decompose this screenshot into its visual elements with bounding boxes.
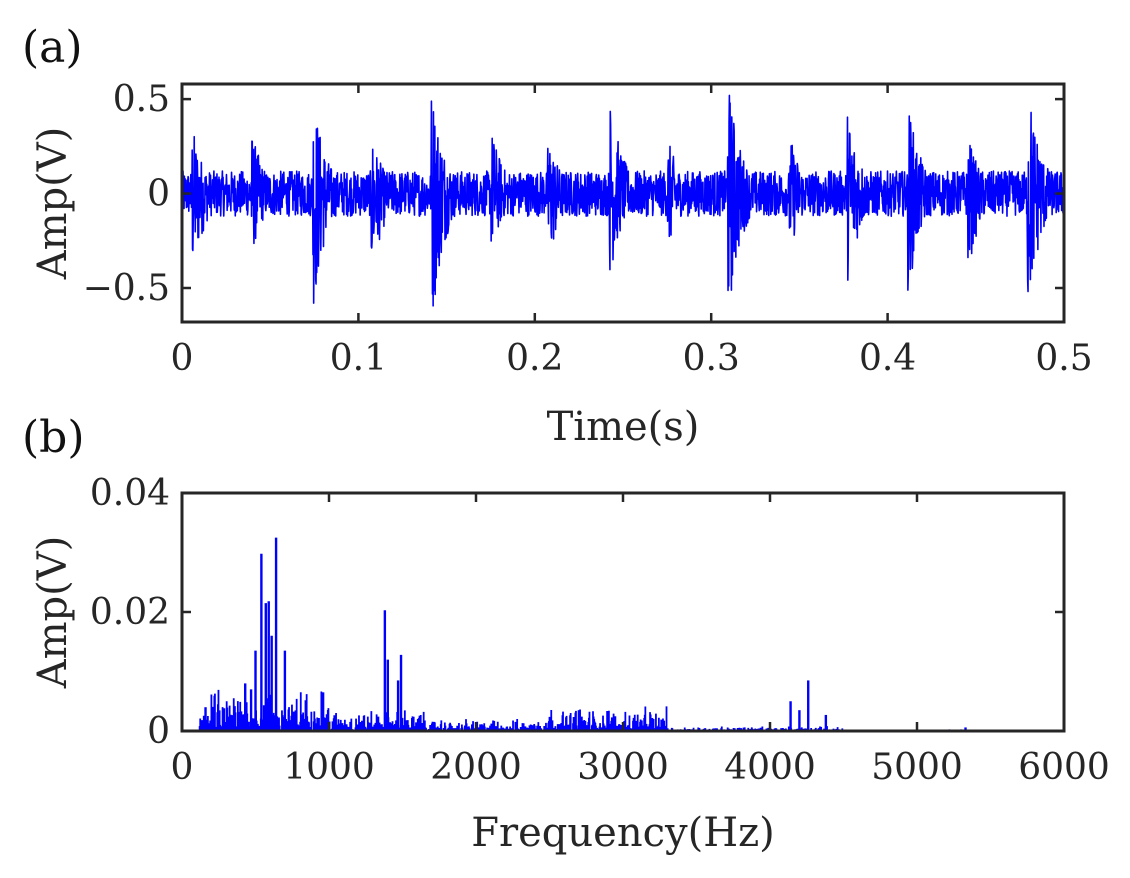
- panel-b-yticks: 0 0.02 0.04: [90, 473, 1064, 752]
- panel-a-label: (a): [22, 22, 83, 73]
- panel-b-xlabel: Frequency(Hz): [471, 810, 775, 856]
- panel-b: (b) 0 1000 2000 3000 4000 5000 6000 00.020.04 …: [22, 412, 1110, 856]
- panel-b-xtick-label: 4000: [724, 747, 816, 788]
- panel-b-xtick-label: 5000: [871, 747, 963, 788]
- panel-b-ylabel: Amp(V): [30, 536, 76, 690]
- panel-a-xtick-label: 0.5: [1035, 338, 1092, 379]
- panel-b-ytick-label: 0.04: [90, 473, 170, 514]
- panel-b-ytick-label: 0: [147, 711, 170, 752]
- panel-b-plot-area: [182, 493, 1064, 731]
- panel-a-xtick-label: 0: [171, 338, 194, 379]
- panel-a-ytick-label: 0: [147, 174, 170, 215]
- panel-b-xtick-label: 3000: [577, 747, 669, 788]
- panel-b-ytick-label: 0.02: [90, 592, 170, 633]
- panel-b-xtick-label: 1000: [283, 747, 375, 788]
- panel-a-ytick-label: 0.5: [113, 79, 170, 120]
- panel-a-yticks: 0.5 0 −0.5: [83, 79, 1064, 309]
- panel-a-axes-frame: [180, 82, 1066, 324]
- panel-b-label: (b): [22, 412, 85, 463]
- panel-b-xtick-label: 6000: [1018, 747, 1110, 788]
- panel-a: (a) 0 0.1 0.2 0.3 0.4 0.5 0.50−0.5 Time(s) Am…: [22, 22, 1093, 450]
- panel-a-time-signal: [181, 94, 1065, 307]
- panel-a-ytick-label: −0.5: [83, 268, 170, 309]
- panel-a-xtick-label: 0.4: [859, 338, 916, 379]
- panel-b-xtick-label: 0: [171, 747, 194, 788]
- panel-a-xtick-label: 0.3: [683, 338, 740, 379]
- panel-a-xtick-label: 0.2: [506, 338, 563, 379]
- panel-a-xtick-label: 0.1: [330, 338, 387, 379]
- panel-a-ylabel: Amp(V): [30, 127, 76, 281]
- panel-b-xtick-label: 2000: [430, 747, 522, 788]
- panel-a-signal-line: [181, 94, 1065, 307]
- panel-b-xticks: 0 1000 2000 3000 4000 5000 6000: [171, 493, 1110, 788]
- panel-a-xlabel: Time(s): [547, 404, 700, 450]
- panel-a-xticks: 0 0.1 0.2 0.3 0.4 0.5: [171, 84, 1093, 379]
